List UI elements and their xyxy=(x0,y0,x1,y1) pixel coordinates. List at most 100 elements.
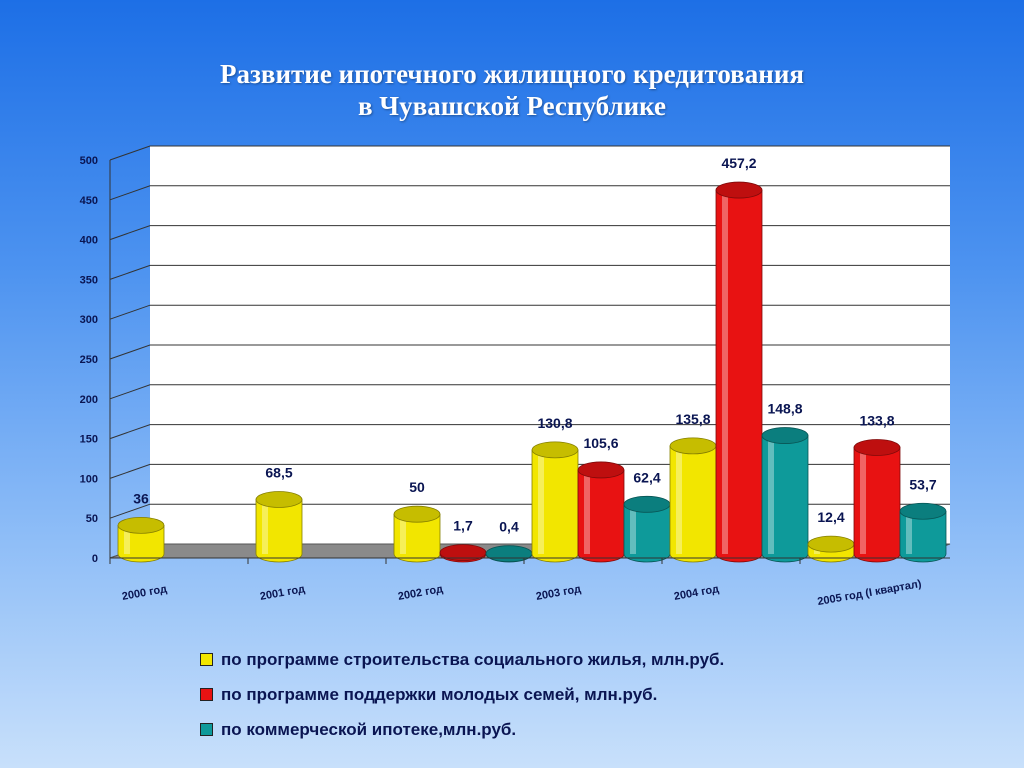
data-label: 130,8 xyxy=(537,415,572,431)
y-tick-label: 350 xyxy=(80,274,98,286)
bar-body xyxy=(623,503,671,563)
bar-cylinder xyxy=(853,439,901,563)
bar-cap xyxy=(669,437,717,455)
y-tick-label: 500 xyxy=(80,155,98,167)
data-label: 105,6 xyxy=(583,435,618,451)
chart-title-line1: Развитие ипотечного жилищного кредитован… xyxy=(220,59,804,89)
gridline xyxy=(109,304,950,320)
chart-title: Развитие ипотечного жилищного кредитован… xyxy=(0,58,1024,122)
data-labels-layer: 36 68,5 50 1,7 0,4 130,8 105,6 62,4 135,8 457,2 14… xyxy=(133,155,937,535)
data-label: 1,7 xyxy=(453,518,473,534)
bar-cylinder xyxy=(715,181,763,563)
y-tick-label: 0 xyxy=(92,553,98,565)
legend-item-commercial: по коммерческой ипотеке,млн.руб. xyxy=(200,712,724,747)
legend-label-commercial: по коммерческой ипотеке,млн.руб. xyxy=(221,719,517,739)
legend-label-social-housing: по программе строительства социального ж… xyxy=(221,649,725,669)
data-label: 148,8 xyxy=(767,401,802,417)
gridline xyxy=(109,145,950,161)
gridline xyxy=(109,384,950,400)
bar-body xyxy=(117,524,165,563)
bar-highlight xyxy=(768,435,774,554)
bar-cap xyxy=(899,502,947,520)
legend-item-young-families: по программе поддержки молодых семей, мл… xyxy=(200,677,724,712)
y-tick-label: 150 xyxy=(80,434,98,446)
bars-layer xyxy=(117,181,947,563)
bar-cap xyxy=(577,461,625,479)
data-label: 36 xyxy=(133,490,149,506)
y-tick-label: 50 xyxy=(86,513,98,525)
bar-body xyxy=(853,447,901,563)
bar-cylinder xyxy=(623,495,671,563)
bar-body xyxy=(669,445,717,563)
bar-body xyxy=(393,513,441,563)
data-label: 62,4 xyxy=(633,469,660,485)
bar-highlight xyxy=(676,445,682,554)
y-tick-label: 200 xyxy=(80,394,98,406)
bar-cylinder xyxy=(393,505,441,563)
data-label: 68,5 xyxy=(265,464,292,480)
x-category-label: 2004 год xyxy=(673,583,720,603)
bar-cap xyxy=(853,439,901,456)
x-category-label: 2005 год (I квартал) xyxy=(817,578,923,608)
bar-highlight xyxy=(860,447,866,554)
data-label: 133,8 xyxy=(859,412,894,428)
grid-layer xyxy=(109,145,950,559)
bar-body xyxy=(715,189,763,563)
y-tick-label: 300 xyxy=(80,314,98,326)
gridline xyxy=(109,185,950,201)
bar-cylinder xyxy=(531,441,579,563)
gridline xyxy=(109,344,950,360)
legend-swatch-yellow xyxy=(200,653,213,666)
bar-highlight xyxy=(906,511,912,554)
data-label: 53,7 xyxy=(909,476,936,492)
bar-body xyxy=(761,435,809,563)
bar-cylinder xyxy=(669,437,717,563)
chart-title-line2: в Чувашской Республике xyxy=(357,91,667,121)
data-label: 457,2 xyxy=(721,155,756,171)
bar-cap xyxy=(117,516,165,534)
bar-cap xyxy=(255,491,303,508)
bar-cylinder xyxy=(255,491,303,563)
bar-cylinder xyxy=(485,545,533,563)
bar-cap xyxy=(485,545,533,563)
bar-chart: 0 50 100 150 200 250 300 350 400 450 500 2000 год 20… xyxy=(80,145,951,608)
bar-body xyxy=(531,449,579,563)
data-label: 0,4 xyxy=(499,519,519,535)
bar-highlight xyxy=(400,514,406,554)
bar-cylinder xyxy=(577,461,625,563)
data-label: 12,4 xyxy=(817,509,844,525)
gridline xyxy=(109,225,950,241)
bar-cap xyxy=(761,427,809,444)
bar-cylinder xyxy=(117,516,165,563)
bar-cylinder xyxy=(761,427,809,563)
y-tick-label: 100 xyxy=(80,473,98,485)
legend-swatch-red xyxy=(200,688,213,701)
legend-swatch-teal xyxy=(200,723,213,736)
gridline xyxy=(109,264,950,280)
bar-body xyxy=(899,510,947,563)
x-category-label: 2001 год xyxy=(259,583,306,603)
y-tick-label: 250 xyxy=(80,354,98,366)
bar-cap xyxy=(715,181,763,199)
bar-cap xyxy=(393,505,441,523)
x-category-label: 2003 год xyxy=(535,583,582,603)
legend-item-social-housing: по программе строительства социального ж… xyxy=(200,642,724,677)
bar-cylinder xyxy=(439,544,487,563)
bar-highlight xyxy=(124,525,130,554)
bar-cylinder xyxy=(899,502,947,563)
gridline xyxy=(109,424,950,440)
data-label: 135,8 xyxy=(675,411,710,427)
bar-highlight xyxy=(722,190,728,555)
bar-body xyxy=(255,499,303,563)
data-label: 50 xyxy=(409,479,425,495)
bar-cap xyxy=(807,535,855,553)
bar-cap xyxy=(531,441,579,459)
x-category-label: 2002 год xyxy=(397,583,444,603)
y-tick-label: 400 xyxy=(80,235,98,247)
bar-body xyxy=(577,469,625,563)
bar-highlight xyxy=(630,504,636,554)
y-tick-label: 450 xyxy=(80,195,98,207)
bar-cap xyxy=(623,495,671,513)
legend: по программе строительства социального ж… xyxy=(200,642,724,747)
bar-highlight xyxy=(584,469,590,554)
